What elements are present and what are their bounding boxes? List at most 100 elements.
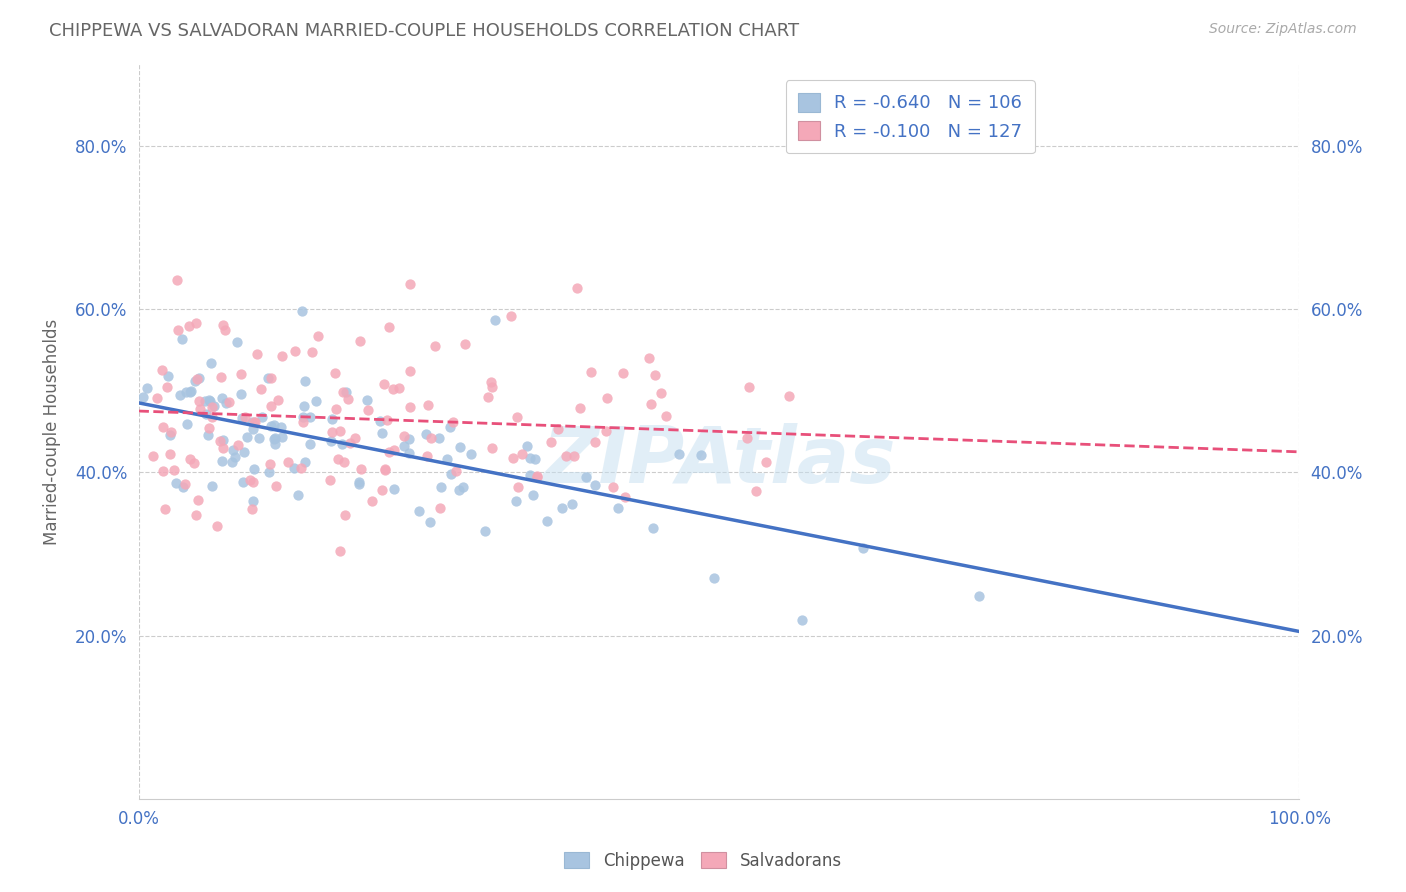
Point — [349, 477, 371, 491]
Point — [233, 445, 256, 459]
Point — [271, 350, 294, 364]
Point — [142, 449, 165, 463]
Point — [451, 480, 474, 494]
Point — [319, 434, 342, 448]
Point — [522, 488, 544, 502]
Point — [595, 425, 617, 439]
Point — [583, 434, 606, 449]
Point — [778, 389, 800, 403]
Point — [392, 439, 415, 453]
Point — [641, 521, 664, 535]
Point — [415, 426, 437, 441]
Point — [292, 415, 315, 429]
Point — [357, 402, 380, 417]
Point — [201, 401, 224, 415]
Point — [349, 334, 371, 349]
Point — [644, 368, 666, 383]
Point — [382, 442, 405, 457]
Point — [969, 589, 991, 603]
Point — [382, 482, 405, 496]
Point — [398, 446, 420, 460]
Point — [283, 461, 305, 475]
Point — [195, 407, 218, 421]
Point — [231, 367, 253, 381]
Point — [242, 475, 264, 489]
Point — [211, 453, 233, 467]
Point — [169, 388, 191, 402]
Point — [172, 480, 194, 494]
Point — [326, 452, 349, 467]
Point — [179, 319, 201, 334]
Point — [454, 337, 477, 351]
Point — [170, 332, 193, 346]
Point — [242, 422, 264, 436]
Point — [243, 415, 266, 429]
Point — [214, 323, 236, 337]
Point — [607, 500, 630, 515]
Point — [287, 488, 309, 502]
Point — [229, 387, 252, 401]
Point — [188, 402, 211, 417]
Point — [198, 392, 221, 407]
Point — [160, 425, 183, 439]
Point — [516, 439, 538, 453]
Point — [398, 364, 420, 378]
Point — [166, 273, 188, 287]
Point — [416, 398, 439, 412]
Point — [186, 316, 208, 330]
Point — [239, 473, 262, 487]
Point — [271, 430, 294, 444]
Point — [212, 318, 235, 332]
Point — [378, 445, 401, 459]
Point — [180, 384, 202, 399]
Point — [536, 514, 558, 528]
Point — [371, 483, 394, 497]
Point — [209, 370, 232, 384]
Point — [602, 481, 624, 495]
Point — [562, 449, 585, 463]
Point — [250, 409, 273, 424]
Point — [419, 515, 441, 529]
Point — [416, 449, 439, 463]
Point — [373, 377, 395, 392]
Point — [263, 418, 285, 433]
Point — [226, 334, 249, 349]
Point — [427, 431, 450, 445]
Point — [460, 447, 482, 461]
Point — [344, 430, 367, 444]
Point — [277, 455, 299, 469]
Point — [200, 356, 222, 370]
Point — [408, 504, 430, 518]
Point — [187, 394, 209, 409]
Point — [735, 431, 758, 445]
Point — [447, 483, 470, 498]
Point — [208, 434, 231, 448]
Point — [242, 461, 264, 475]
Point — [250, 382, 273, 396]
Text: Source: ZipAtlas.com: Source: ZipAtlas.com — [1209, 22, 1357, 37]
Point — [368, 414, 391, 428]
Point — [381, 382, 404, 396]
Point — [481, 379, 503, 393]
Point — [321, 425, 343, 439]
Point — [330, 437, 353, 451]
Point — [399, 277, 422, 291]
Point — [333, 508, 356, 522]
Point — [298, 436, 321, 450]
Point — [259, 457, 281, 471]
Point — [336, 392, 359, 406]
Point — [307, 329, 329, 343]
Point — [325, 402, 347, 417]
Point — [136, 381, 159, 395]
Point — [264, 437, 287, 451]
Point — [332, 384, 354, 399]
Point — [526, 469, 548, 483]
Point — [187, 371, 209, 385]
Point — [232, 475, 254, 489]
Point — [790, 613, 813, 627]
Point — [441, 415, 464, 429]
Point — [423, 339, 446, 353]
Point — [184, 374, 207, 388]
Point — [176, 417, 198, 432]
Point — [329, 544, 352, 558]
